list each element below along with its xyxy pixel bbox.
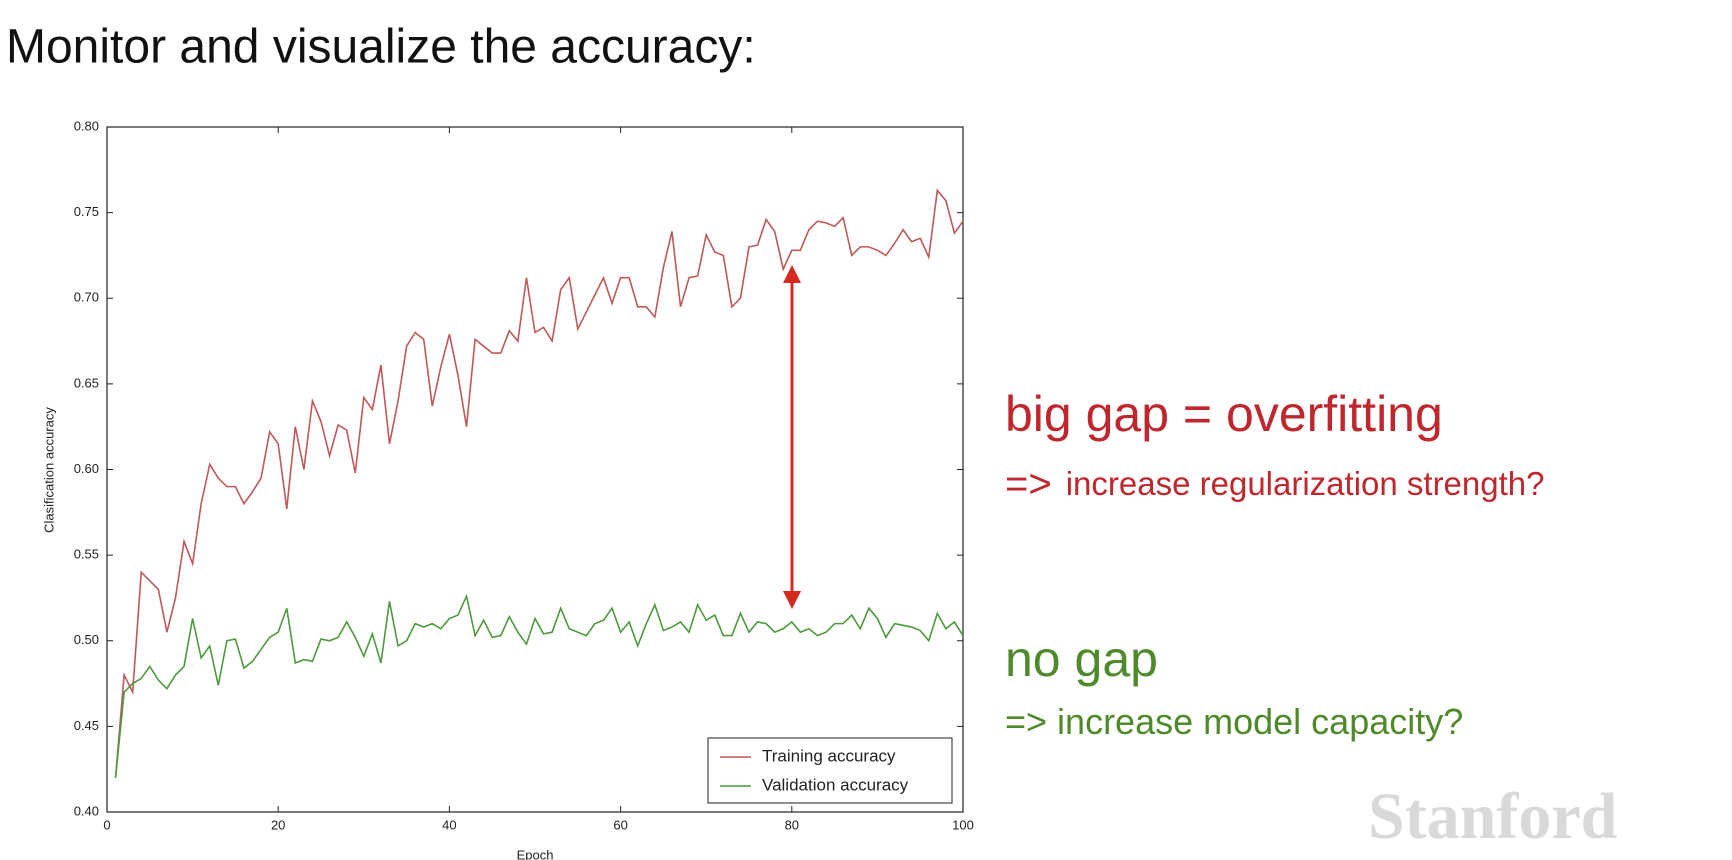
y-tick-label: 0.55 xyxy=(74,547,99,562)
watermark: Stanford xyxy=(1368,780,1617,853)
x-tick-label: 20 xyxy=(271,817,285,832)
plot-frame xyxy=(106,126,964,813)
legend-box xyxy=(707,737,953,804)
x-tick-label: 40 xyxy=(442,817,456,832)
note-text: => increase model capacity? xyxy=(1005,701,1463,742)
y-tick-label: 0.70 xyxy=(74,290,99,305)
note-body: increase model capacity? xyxy=(1057,701,1463,742)
x-tick-label: 60 xyxy=(613,817,627,832)
series-line xyxy=(114,188,964,778)
y-tick-label: 0.50 xyxy=(74,632,99,647)
note-title: big gap = overfitting xyxy=(1005,386,1443,442)
x-tick-label: 100 xyxy=(952,817,974,832)
plot xyxy=(114,188,964,778)
y-axis-label: Clasification accuracy xyxy=(41,407,56,533)
y-tick-label: 0.40 xyxy=(74,803,99,818)
y-tick-label: 0.80 xyxy=(74,118,99,133)
x-axis-label: Epoch xyxy=(517,847,554,860)
legend-label: Validation accuracy xyxy=(762,775,909,794)
legend-label: Training accuracy xyxy=(762,746,896,765)
note-arrow: => xyxy=(1005,462,1052,506)
note-text: => increase regularization strength? xyxy=(1005,462,1545,506)
y-tick-label: 0.65 xyxy=(74,375,99,390)
y-tick-label: 0.60 xyxy=(74,461,99,476)
y-tick-label: 0.45 xyxy=(74,718,99,733)
note-arrow: => xyxy=(1005,701,1047,742)
y-tick-label: 0.75 xyxy=(74,204,99,219)
note-title: no gap xyxy=(1005,631,1158,687)
x-tick-label: 0 xyxy=(103,817,110,832)
slide-heading: Monitor and visualize the accuracy: xyxy=(6,21,756,74)
series-line xyxy=(114,593,964,778)
note-body: increase regularization strength? xyxy=(1066,465,1545,502)
x-tick-label: 80 xyxy=(785,817,799,832)
